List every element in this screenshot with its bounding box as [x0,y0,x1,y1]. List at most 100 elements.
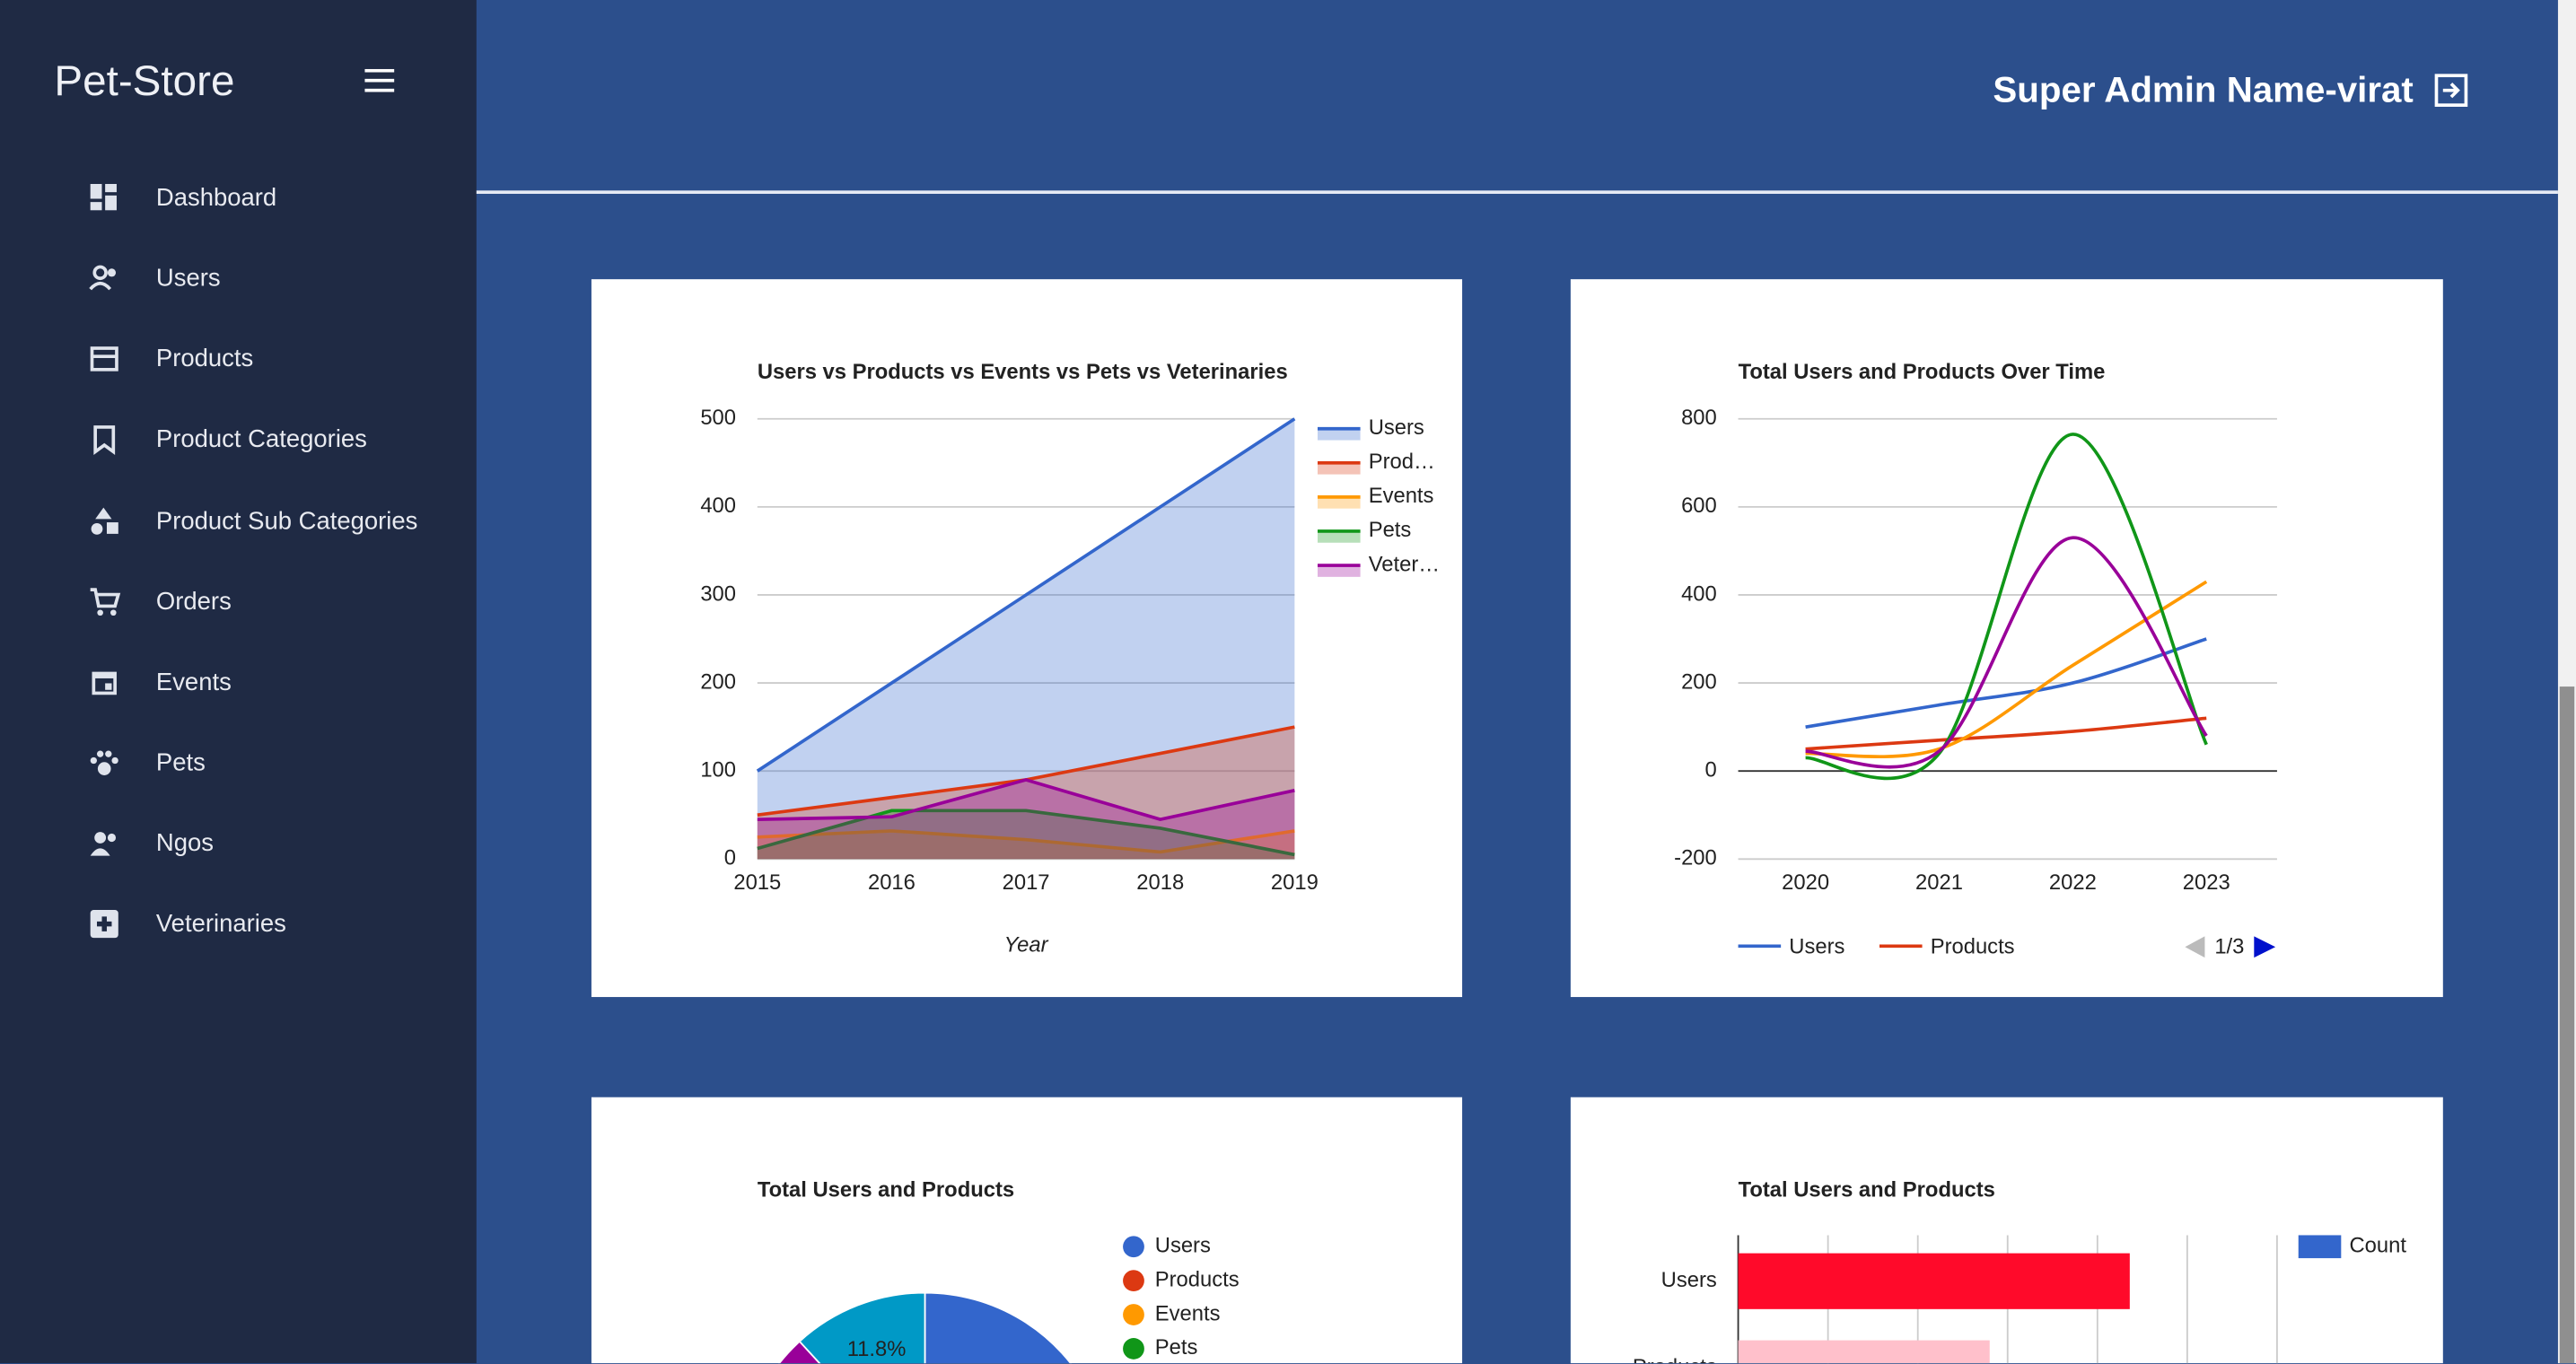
legend-swatch [2298,1235,2342,1259]
header-divider [476,190,2558,194]
menu-label: Products [155,345,254,373]
legend-dot [1123,1338,1144,1360]
menu-icon [89,265,117,291]
menu-icon [93,425,116,455]
area-line [756,417,1296,773]
x-tick-label: 2020 [1782,870,1829,895]
menu-label: Ngos [155,829,215,858]
menu-item[interactable]: Users [0,255,477,304]
area-line [757,829,1295,854]
chart-card [1570,1097,2443,1364]
x-tick-label: 2021 [1915,870,1963,895]
pie-slice [798,1291,926,1364]
legend-next[interactable] [2254,936,2276,958]
x-tick-label: 2023 [2183,870,2230,895]
legend-label: Count [2349,1234,2406,1258]
series-line [1805,637,2207,729]
menu-icon [90,184,117,211]
legend-label: Pets [1369,518,1412,542]
menu-icon [90,832,117,856]
menu-label: Dashboard [155,184,277,213]
menu-item[interactable]: Product Sub Categories [0,498,477,547]
menu-label: Product Sub Categories [155,507,418,536]
legend-prev[interactable] [2185,936,2205,958]
menu-item[interactable]: Ngos [0,819,477,869]
legend-label: Products [1931,934,2015,958]
menu-item[interactable]: Product Categories [0,415,477,465]
y-tick-label: 400 [700,494,736,518]
x-axis-label: Year [1004,933,1049,957]
legend-label: Users [1155,1234,1211,1258]
menu-label: Events [155,668,232,697]
menu-icon [90,910,118,939]
legend-dot [1123,1236,1144,1258]
series-line [1805,716,2207,751]
chart-card [591,1097,1463,1364]
menu-label: Veterinaries [155,910,286,939]
bar [1738,1253,2130,1309]
y-tick-label: 200 [700,669,736,694]
legend-label: Prod… [1369,450,1435,474]
y-tick-label: 200 [1681,669,1717,694]
y-tick-label: Users [1661,1268,1717,1292]
menu-icon [90,588,121,616]
menu-label: Users [155,264,221,293]
menu-item[interactable]: Events [0,659,477,708]
sidebar: Pet-Store Dashboard Users Products Product … [0,0,477,1364]
menu-icon [92,671,117,695]
legend-swatch [1317,530,1361,543]
chart-card [591,279,1463,998]
menu-item[interactable]: Veterinaries [0,900,477,949]
legend-label: Events [1155,1301,1221,1325]
legend-page: 1/3 [2214,934,2244,958]
legend-swatch [1317,565,1361,577]
legend-label: Veter… [1369,552,1440,576]
menu-label: Product Categories [155,425,367,454]
legend-label: Users [1369,415,1424,440]
menu-item[interactable]: Pets [0,739,477,789]
scrollbar-thumb[interactable] [2559,686,2575,1364]
legend-label: Users [1789,934,1844,958]
x-tick-label: 2016 [868,870,916,895]
series-line [1805,580,2208,759]
chart-title: Users vs Products vs Events vs Pets vs V… [758,360,1288,384]
logout-icon[interactable] [2433,73,2469,109]
area-fill [757,418,1295,860]
chart-card [1570,279,2443,998]
legend-swatch [1317,462,1361,475]
slice-label: 11.8% [847,1337,907,1361]
menu-toggle[interactable] [364,68,395,92]
pie-slice [924,1291,1072,1364]
menu-label: Orders [155,588,232,616]
x-tick-label: 2017 [1003,870,1050,895]
bar [1738,1340,1990,1364]
x-tick-label: 2019 [1271,870,1319,895]
x-tick-label: 2022 [2049,870,2097,895]
menu-item[interactable]: Dashboard [0,174,477,223]
y-tick-label: 0 [724,846,736,870]
legend-swatch [1317,496,1361,509]
area-fill [757,727,1295,860]
series-line [1805,433,2208,781]
x-tick-label: 2018 [1136,870,1184,895]
y-tick-label: 500 [700,406,736,430]
user-name: Super Admin Name-virat [1993,68,2414,110]
x-tick-label: 2015 [733,870,781,895]
legend-swatch [1317,428,1361,441]
legend-dot [1123,1304,1144,1325]
y-tick-label: 400 [1681,581,1717,606]
legend-dot [1123,1270,1144,1292]
chart-title: Total Users and Products Over Time [1739,360,2106,384]
area-line [757,809,1295,857]
y-tick-label: Products [1633,1355,1717,1363]
legend-label: Events [1369,484,1434,508]
pie-slice [778,1340,821,1364]
brand: Pet-Store [54,56,235,106]
area-fill [757,810,1295,860]
menu-item[interactable]: Products [0,335,477,384]
menu-icon [90,750,118,775]
menu-item[interactable]: Orders [0,578,477,627]
y-tick-label: 600 [1681,494,1717,518]
